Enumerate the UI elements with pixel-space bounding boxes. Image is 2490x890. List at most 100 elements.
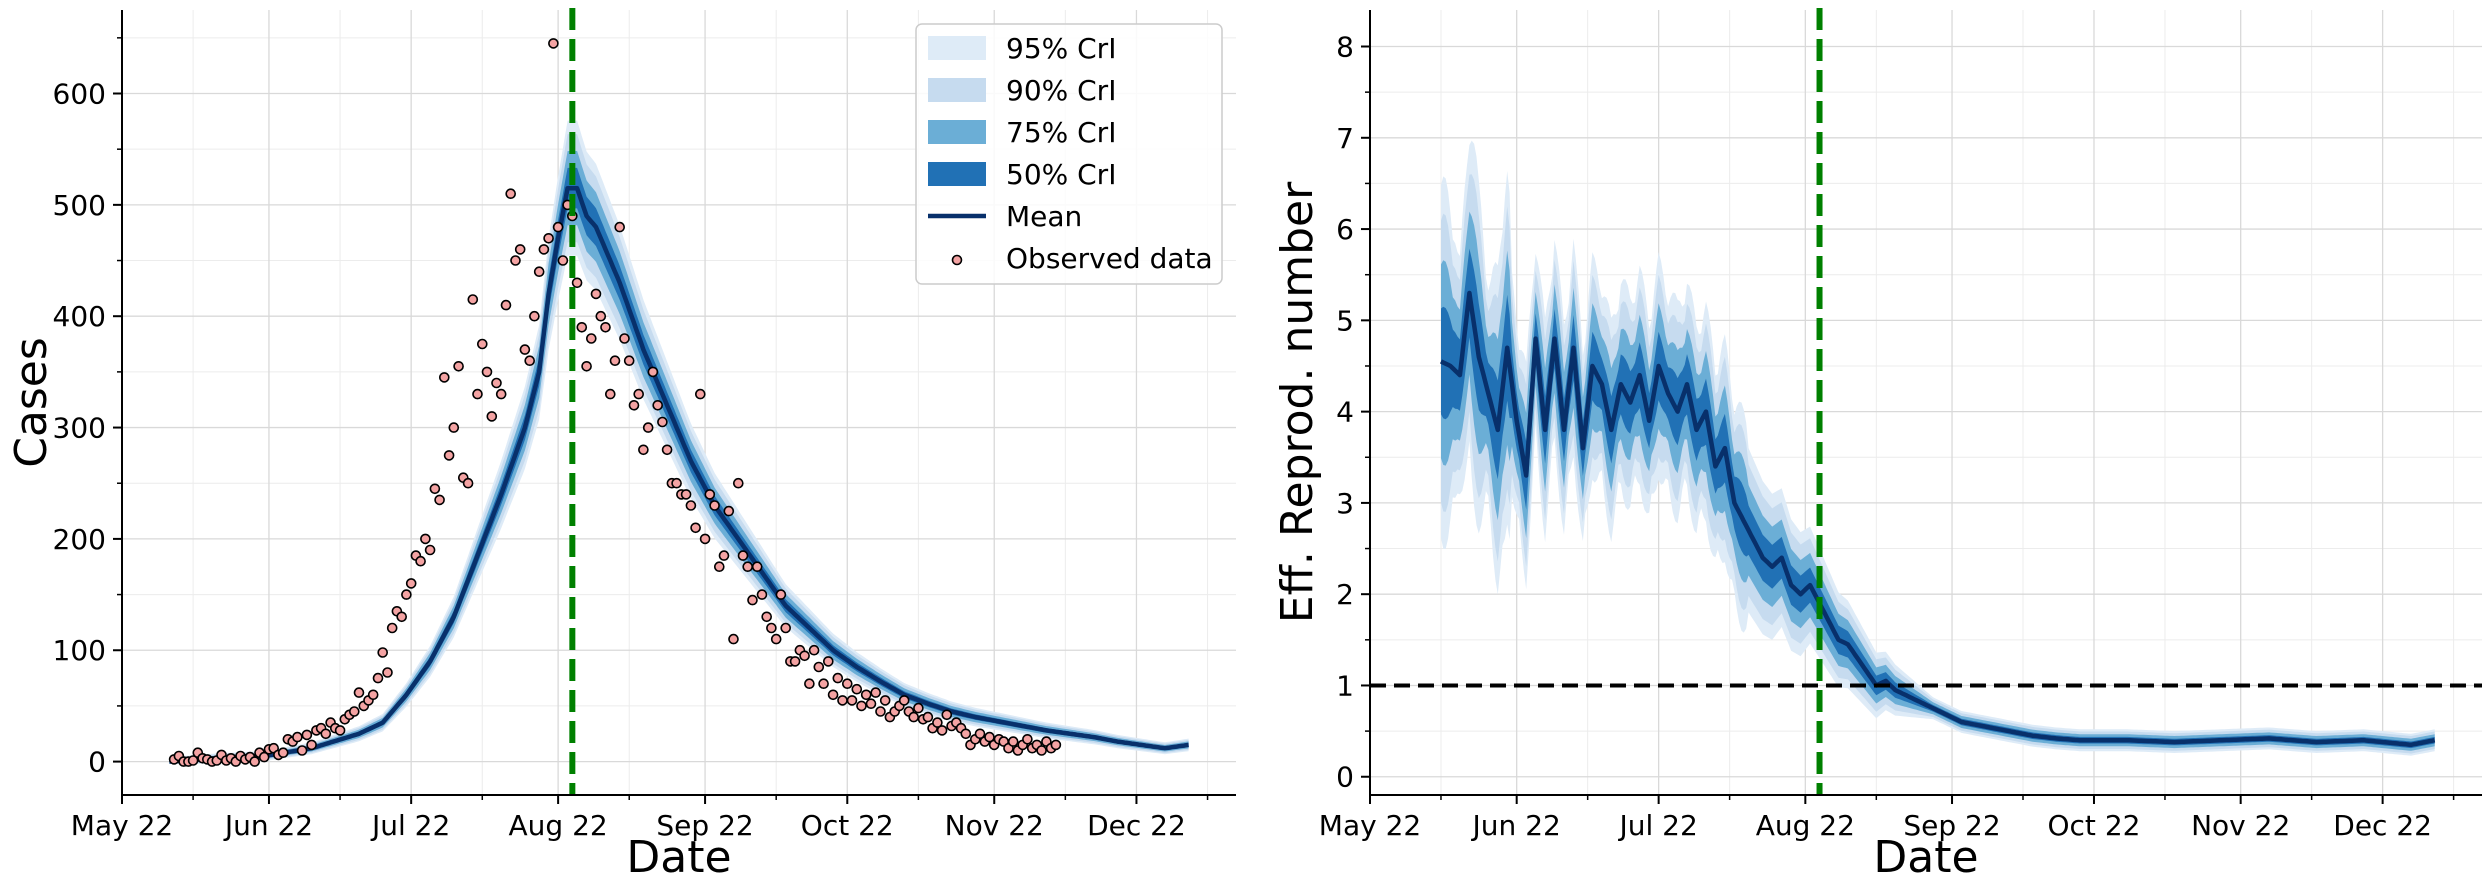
y-axis-title: Cases — [6, 337, 57, 468]
observed-point — [472, 388, 483, 400]
legend-swatch — [928, 36, 986, 60]
mean-line — [1439, 290, 2436, 748]
observed-point — [519, 344, 531, 355]
observed-point — [505, 188, 517, 199]
observed-point — [642, 422, 654, 433]
x-tick-label: Jul 22 — [370, 809, 450, 842]
observed-point — [348, 706, 360, 717]
observed-point — [438, 372, 450, 383]
observed-point — [486, 411, 498, 422]
observed-point — [699, 533, 711, 545]
observed-point — [524, 355, 536, 367]
observed-point — [870, 687, 882, 698]
observed-point — [756, 589, 768, 600]
legend-swatch — [928, 162, 986, 186]
y-tick-label: 6 — [1336, 213, 1354, 246]
observed-point — [908, 711, 920, 723]
observed-point — [258, 751, 270, 763]
observed-point — [974, 728, 986, 740]
observed-point — [609, 355, 621, 367]
observed-point — [841, 678, 853, 690]
mean-line — [169, 185, 1189, 764]
y-tick-label: 2 — [1336, 578, 1354, 611]
observed-point — [685, 500, 697, 511]
observed-point — [652, 399, 664, 411]
observed-point — [538, 244, 550, 255]
observed-point — [723, 505, 735, 517]
observed-point — [804, 678, 815, 690]
y-tick-label: 0 — [88, 746, 106, 779]
observed-point — [851, 683, 863, 695]
observed-point — [941, 709, 953, 721]
legend-label: 90% CrI — [1006, 74, 1116, 107]
observed-point — [306, 739, 317, 751]
observed-point — [1022, 733, 1033, 745]
observed-point — [372, 672, 384, 684]
observed-point — [732, 477, 744, 489]
observed-point — [822, 656, 834, 667]
observed-point — [775, 589, 787, 600]
x-tick-label: Jun 22 — [1471, 809, 1561, 842]
observed-point — [709, 500, 720, 511]
reproduction-number-panel: 0 1 2 3 4 5 6 7 8 May 22 Jun 22 Jul 22 Aug 22 Sep 22 O… — [1272, 8, 2482, 883]
observed-point — [495, 388, 507, 400]
observed-point — [875, 706, 886, 717]
observed-point — [557, 255, 569, 266]
observed-point — [590, 288, 602, 300]
y-tick-label: 7 — [1336, 122, 1354, 155]
observed-point — [898, 695, 910, 706]
observed-point — [377, 647, 389, 658]
observed-point — [960, 728, 972, 740]
x-tick-label: Jul 22 — [1617, 809, 1697, 842]
observed-point — [713, 561, 725, 573]
observed-point — [476, 338, 488, 350]
observed-point — [481, 366, 493, 378]
observed-point — [751, 561, 763, 573]
y-tick-label: 500 — [53, 189, 106, 222]
y-axis-title: Eff. Reprod. number — [1272, 181, 1323, 623]
observed-point — [1050, 739, 1062, 751]
observed-point — [780, 622, 792, 634]
observed-point — [514, 244, 526, 255]
observed-point — [552, 221, 564, 233]
x-tick-label: Aug 22 — [1756, 809, 1855, 842]
observed-point — [543, 233, 554, 244]
legend-label: Observed data — [1006, 242, 1213, 275]
observed-point — [922, 711, 934, 723]
legend-label: 95% CrI — [1006, 32, 1116, 65]
y-tick-label: 400 — [53, 300, 106, 333]
observed-point — [633, 388, 645, 400]
observed-point — [789, 656, 801, 667]
observed-point — [301, 729, 313, 741]
x-tick-label: Aug 22 — [509, 809, 608, 842]
observed-point — [429, 483, 441, 495]
observed-data — [168, 38, 1062, 767]
observed-point — [913, 702, 924, 714]
observed-point — [334, 725, 346, 736]
x-tick-label: Sep 22 — [656, 809, 753, 842]
observed-point — [415, 555, 426, 567]
observed-point — [813, 661, 825, 673]
observed-point — [571, 277, 583, 289]
y-tick-label: 100 — [53, 634, 106, 667]
observed-point — [737, 550, 749, 561]
observed-point — [647, 366, 659, 378]
x-tick-label: Oct 22 — [2048, 809, 2141, 842]
observed-point — [453, 360, 464, 372]
observed-point — [443, 450, 455, 461]
observed-point — [187, 755, 199, 766]
observed-point — [761, 611, 773, 623]
observed-point — [638, 444, 649, 456]
observed-point — [576, 321, 588, 333]
band-75 — [1441, 211, 2435, 751]
observed-point — [704, 489, 716, 500]
observed-point — [1036, 745, 1047, 756]
y-tick-label: 300 — [53, 412, 106, 445]
observed-point — [405, 578, 417, 589]
observed-point — [846, 695, 858, 706]
observed-point — [860, 689, 872, 701]
observed-point — [491, 377, 502, 389]
observed-point — [320, 728, 332, 740]
observed-point — [529, 310, 540, 322]
x-axis-title: Date — [626, 832, 731, 883]
